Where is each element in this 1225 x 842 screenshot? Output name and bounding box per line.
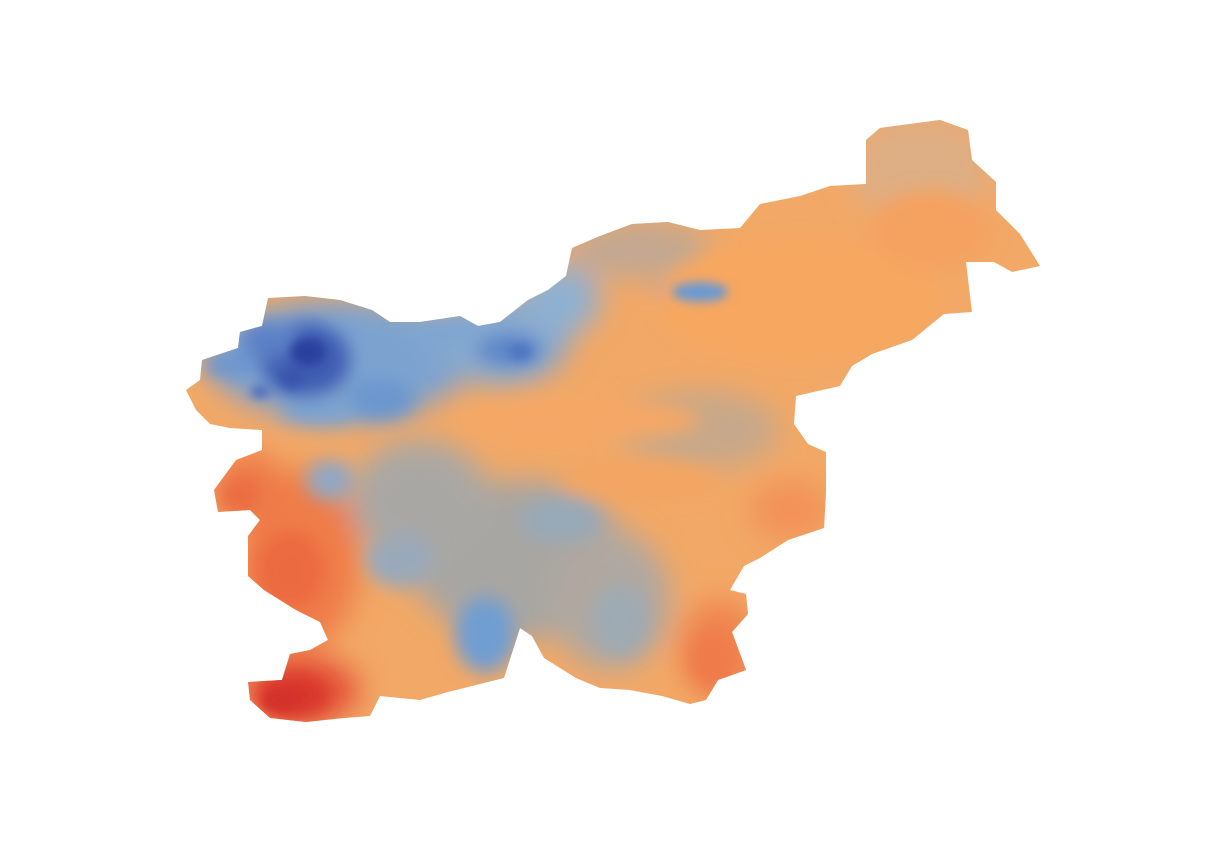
fine-color-spots	[250, 282, 728, 712]
heat-layer	[186, 120, 1040, 722]
